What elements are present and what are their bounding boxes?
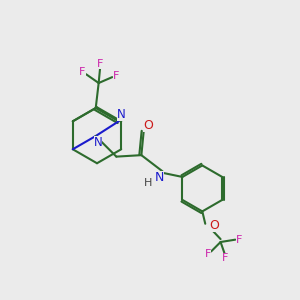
Text: F: F bbox=[236, 235, 242, 245]
Text: O: O bbox=[143, 119, 153, 132]
Text: F: F bbox=[205, 249, 211, 260]
Text: F: F bbox=[222, 253, 228, 263]
Text: H: H bbox=[144, 178, 153, 188]
Text: F: F bbox=[112, 71, 119, 81]
Text: F: F bbox=[79, 67, 86, 77]
Text: N: N bbox=[155, 171, 164, 184]
Text: O: O bbox=[209, 219, 219, 232]
Text: N: N bbox=[94, 136, 103, 149]
Text: F: F bbox=[97, 59, 103, 69]
Text: N: N bbox=[117, 108, 125, 121]
